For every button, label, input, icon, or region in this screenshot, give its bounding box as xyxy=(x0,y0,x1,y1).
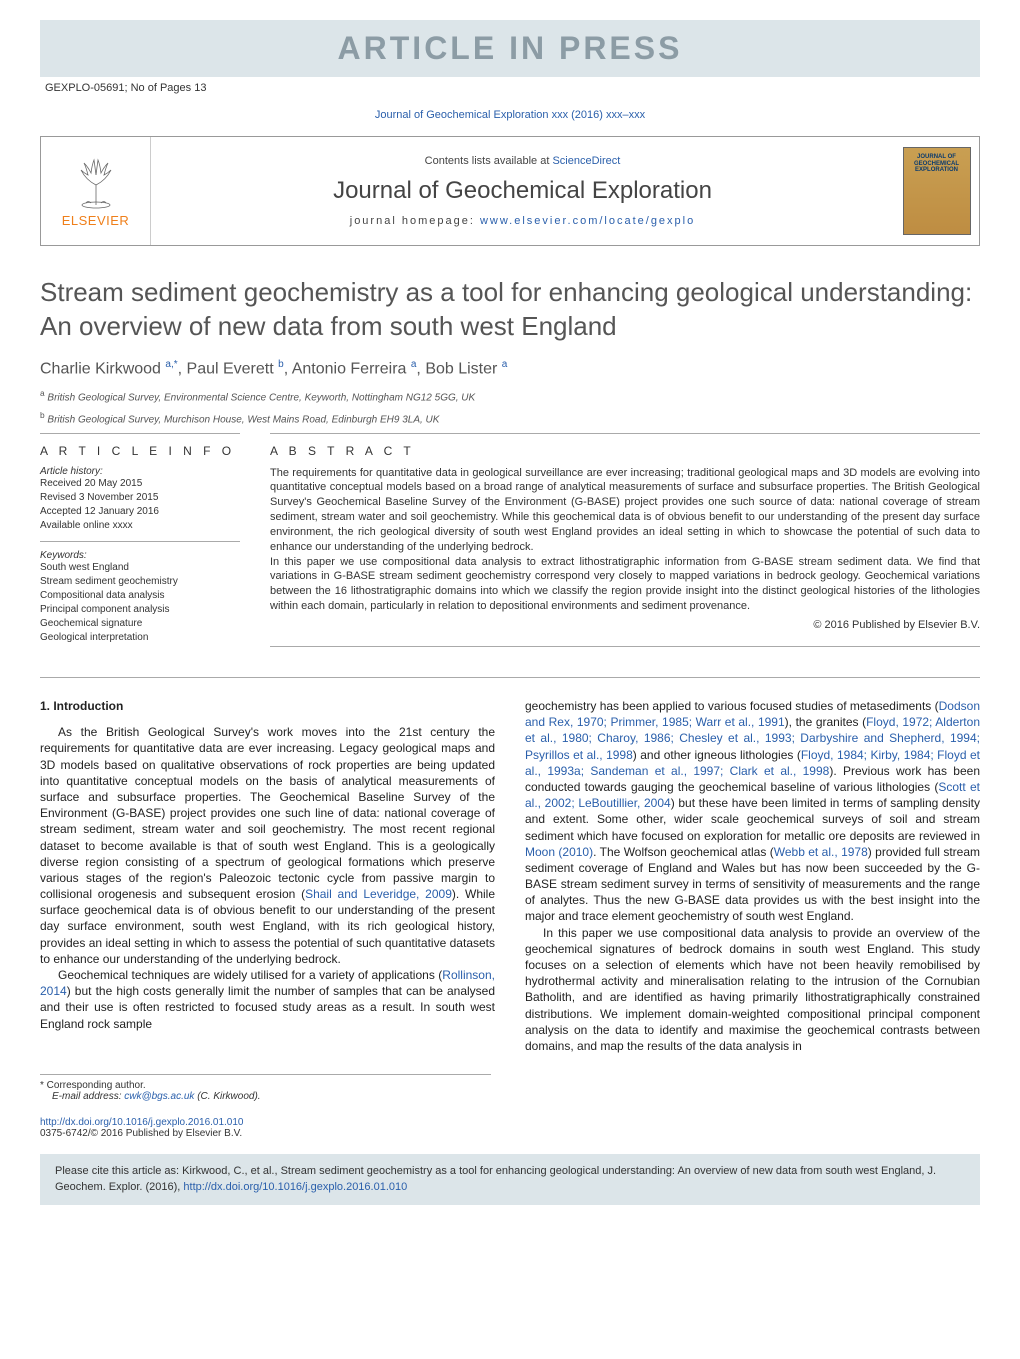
article-title: Stream sediment geochemistry as a tool f… xyxy=(40,276,980,344)
aff-b-text: British Geological Survey, Murchison Hou… xyxy=(47,415,439,426)
journal-cover: JOURNAL OF GEOCHEMICAL EXPLORATION xyxy=(894,137,979,245)
affiliation-b: b British Geological Survey, Murchison H… xyxy=(40,410,980,427)
history-label: Article history: xyxy=(40,466,240,477)
banner-text: ARTICLE IN PRESS xyxy=(40,30,980,67)
ref-moon[interactable]: Moon (2010) xyxy=(525,845,593,859)
keyword-item: Compositional data analysis xyxy=(40,589,240,603)
revised-date: Revised 3 November 2015 xyxy=(40,491,240,505)
body-columns: 1. Introduction As the British Geologica… xyxy=(40,698,980,1054)
body-left-column: 1. Introduction As the British Geologica… xyxy=(40,698,495,1054)
doi-link[interactable]: http://dx.doi.org/10.1016/j.gexplo.2016.… xyxy=(40,1117,244,1128)
abstract-para-1: The requirements for quantitative data i… xyxy=(270,466,980,555)
cover-journal-title: JOURNAL OF GEOCHEMICAL EXPLORATION xyxy=(908,154,966,174)
contents-available: Contents lists available at ScienceDirec… xyxy=(425,155,621,167)
keywords-list: South west EnglandStream sediment geoche… xyxy=(40,561,240,645)
article-history: Article history: Received 20 May 2015 Re… xyxy=(40,466,240,542)
elsevier-tree-icon xyxy=(66,155,126,210)
ref-webb[interactable]: Webb et al., 1978 xyxy=(774,845,868,859)
homepage-prefix: journal homepage: xyxy=(350,215,480,227)
body-right-column: geochemistry has been applied to various… xyxy=(525,698,980,1054)
elsevier-text: ELSEVIER xyxy=(62,213,130,228)
keyword-item: Geological interpretation xyxy=(40,631,240,645)
intro-para-2: Geochemical techniques are widely utilis… xyxy=(40,967,495,1032)
article-in-press-banner: ARTICLE IN PRESS xyxy=(40,20,980,77)
email-line: E-mail address: cwk@bgs.ac.uk (C. Kirkwo… xyxy=(40,1091,491,1102)
accepted-date: Accepted 12 January 2016 xyxy=(40,505,240,519)
p2-start: Geochemical techniques are widely utilis… xyxy=(58,968,442,982)
elsevier-logo: ELSEVIER xyxy=(41,137,151,245)
journal-reference: Journal of Geochemical Exploration xxx (… xyxy=(40,109,980,121)
intro-para-4: In this paper we use compositional data … xyxy=(525,925,980,1055)
intro-para-1: As the British Geological Survey's work … xyxy=(40,724,495,967)
journal-title: Journal of Geochemical Exploration xyxy=(333,177,712,205)
rp1-start: geochemistry has been applied to various… xyxy=(525,699,939,713)
intro-para-3: geochemistry has been applied to various… xyxy=(525,698,980,925)
keyword-item: South west England xyxy=(40,561,240,575)
email-label: E-mail address: xyxy=(52,1091,124,1102)
abstract-heading: A B S T R A C T xyxy=(270,444,980,458)
doi-block: http://dx.doi.org/10.1016/j.gexplo.2016.… xyxy=(40,1117,980,1139)
journal-center: Contents lists available at ScienceDirec… xyxy=(151,137,894,245)
doi-copyright: 0375-6742/© 2016 Published by Elsevier B… xyxy=(40,1128,242,1139)
citation-link[interactable]: http://dx.doi.org/10.1016/j.gexplo.2016.… xyxy=(183,1181,407,1193)
keywords-label: Keywords: xyxy=(40,550,240,561)
ref-shail[interactable]: Shail and Leveridge, 2009 xyxy=(305,887,452,901)
keyword-item: Principal component analysis xyxy=(40,603,240,617)
journal-homepage: journal homepage: www.elsevier.com/locat… xyxy=(350,215,695,227)
rp1-m5: . The Wolfson geochemical atlas ( xyxy=(593,845,774,859)
article-info-heading: A R T I C L E I N F O xyxy=(40,444,240,458)
info-abstract-row: A R T I C L E I N F O Article history: R… xyxy=(40,433,980,662)
available-date: Available online xxxx xyxy=(40,519,240,533)
p2-end: ) but the high costs generally limit the… xyxy=(40,984,495,1030)
abstract-copyright: © 2016 Published by Elsevier B.V. xyxy=(270,619,980,631)
authors: Charlie Kirkwood a,*, Paul Everett b, An… xyxy=(40,359,980,378)
keyword-item: Stream sediment geochemistry xyxy=(40,575,240,589)
article-info-column: A R T I C L E I N F O Article history: R… xyxy=(40,433,240,662)
journal-header: ELSEVIER Contents lists available at Sci… xyxy=(40,136,980,246)
cover-image: JOURNAL OF GEOCHEMICAL EXPLORATION xyxy=(903,147,971,235)
sciencedirect-link[interactable]: ScienceDirect xyxy=(552,155,620,167)
email-link[interactable]: cwk@bgs.ac.uk xyxy=(124,1091,194,1102)
email-suffix: (C. Kirkwood). xyxy=(194,1091,260,1102)
aff-a-text: British Geological Survey, Environmental… xyxy=(47,392,475,403)
abstract-para-2: In this paper we use compositional data … xyxy=(270,555,980,614)
citation-box: Please cite this article as: Kirkwood, C… xyxy=(40,1154,980,1205)
abstract-divider xyxy=(270,646,980,647)
affiliation-a: a British Geological Survey, Environment… xyxy=(40,388,980,405)
corresponding-author-footnote: * Corresponding author. E-mail address: … xyxy=(40,1074,491,1102)
contents-prefix: Contents lists available at xyxy=(425,155,553,167)
p1-text: As the British Geological Survey's work … xyxy=(40,725,495,901)
corresponding-label: * Corresponding author. xyxy=(40,1080,491,1091)
keyword-item: Geochemical signature xyxy=(40,617,240,631)
homepage-link[interactable]: www.elsevier.com/locate/gexplo xyxy=(480,215,695,227)
abstract-column: A B S T R A C T The requirements for qua… xyxy=(270,433,980,662)
intro-heading: 1. Introduction xyxy=(40,698,495,714)
body-divider xyxy=(40,677,980,678)
rp1-m1: ), the granites ( xyxy=(785,715,866,729)
document-id: GEXPLO-05691; No of Pages 13 xyxy=(40,82,980,94)
rp1-m2: ) and other igneous lithologies ( xyxy=(633,748,801,762)
received-date: Received 20 May 2015 xyxy=(40,477,240,491)
